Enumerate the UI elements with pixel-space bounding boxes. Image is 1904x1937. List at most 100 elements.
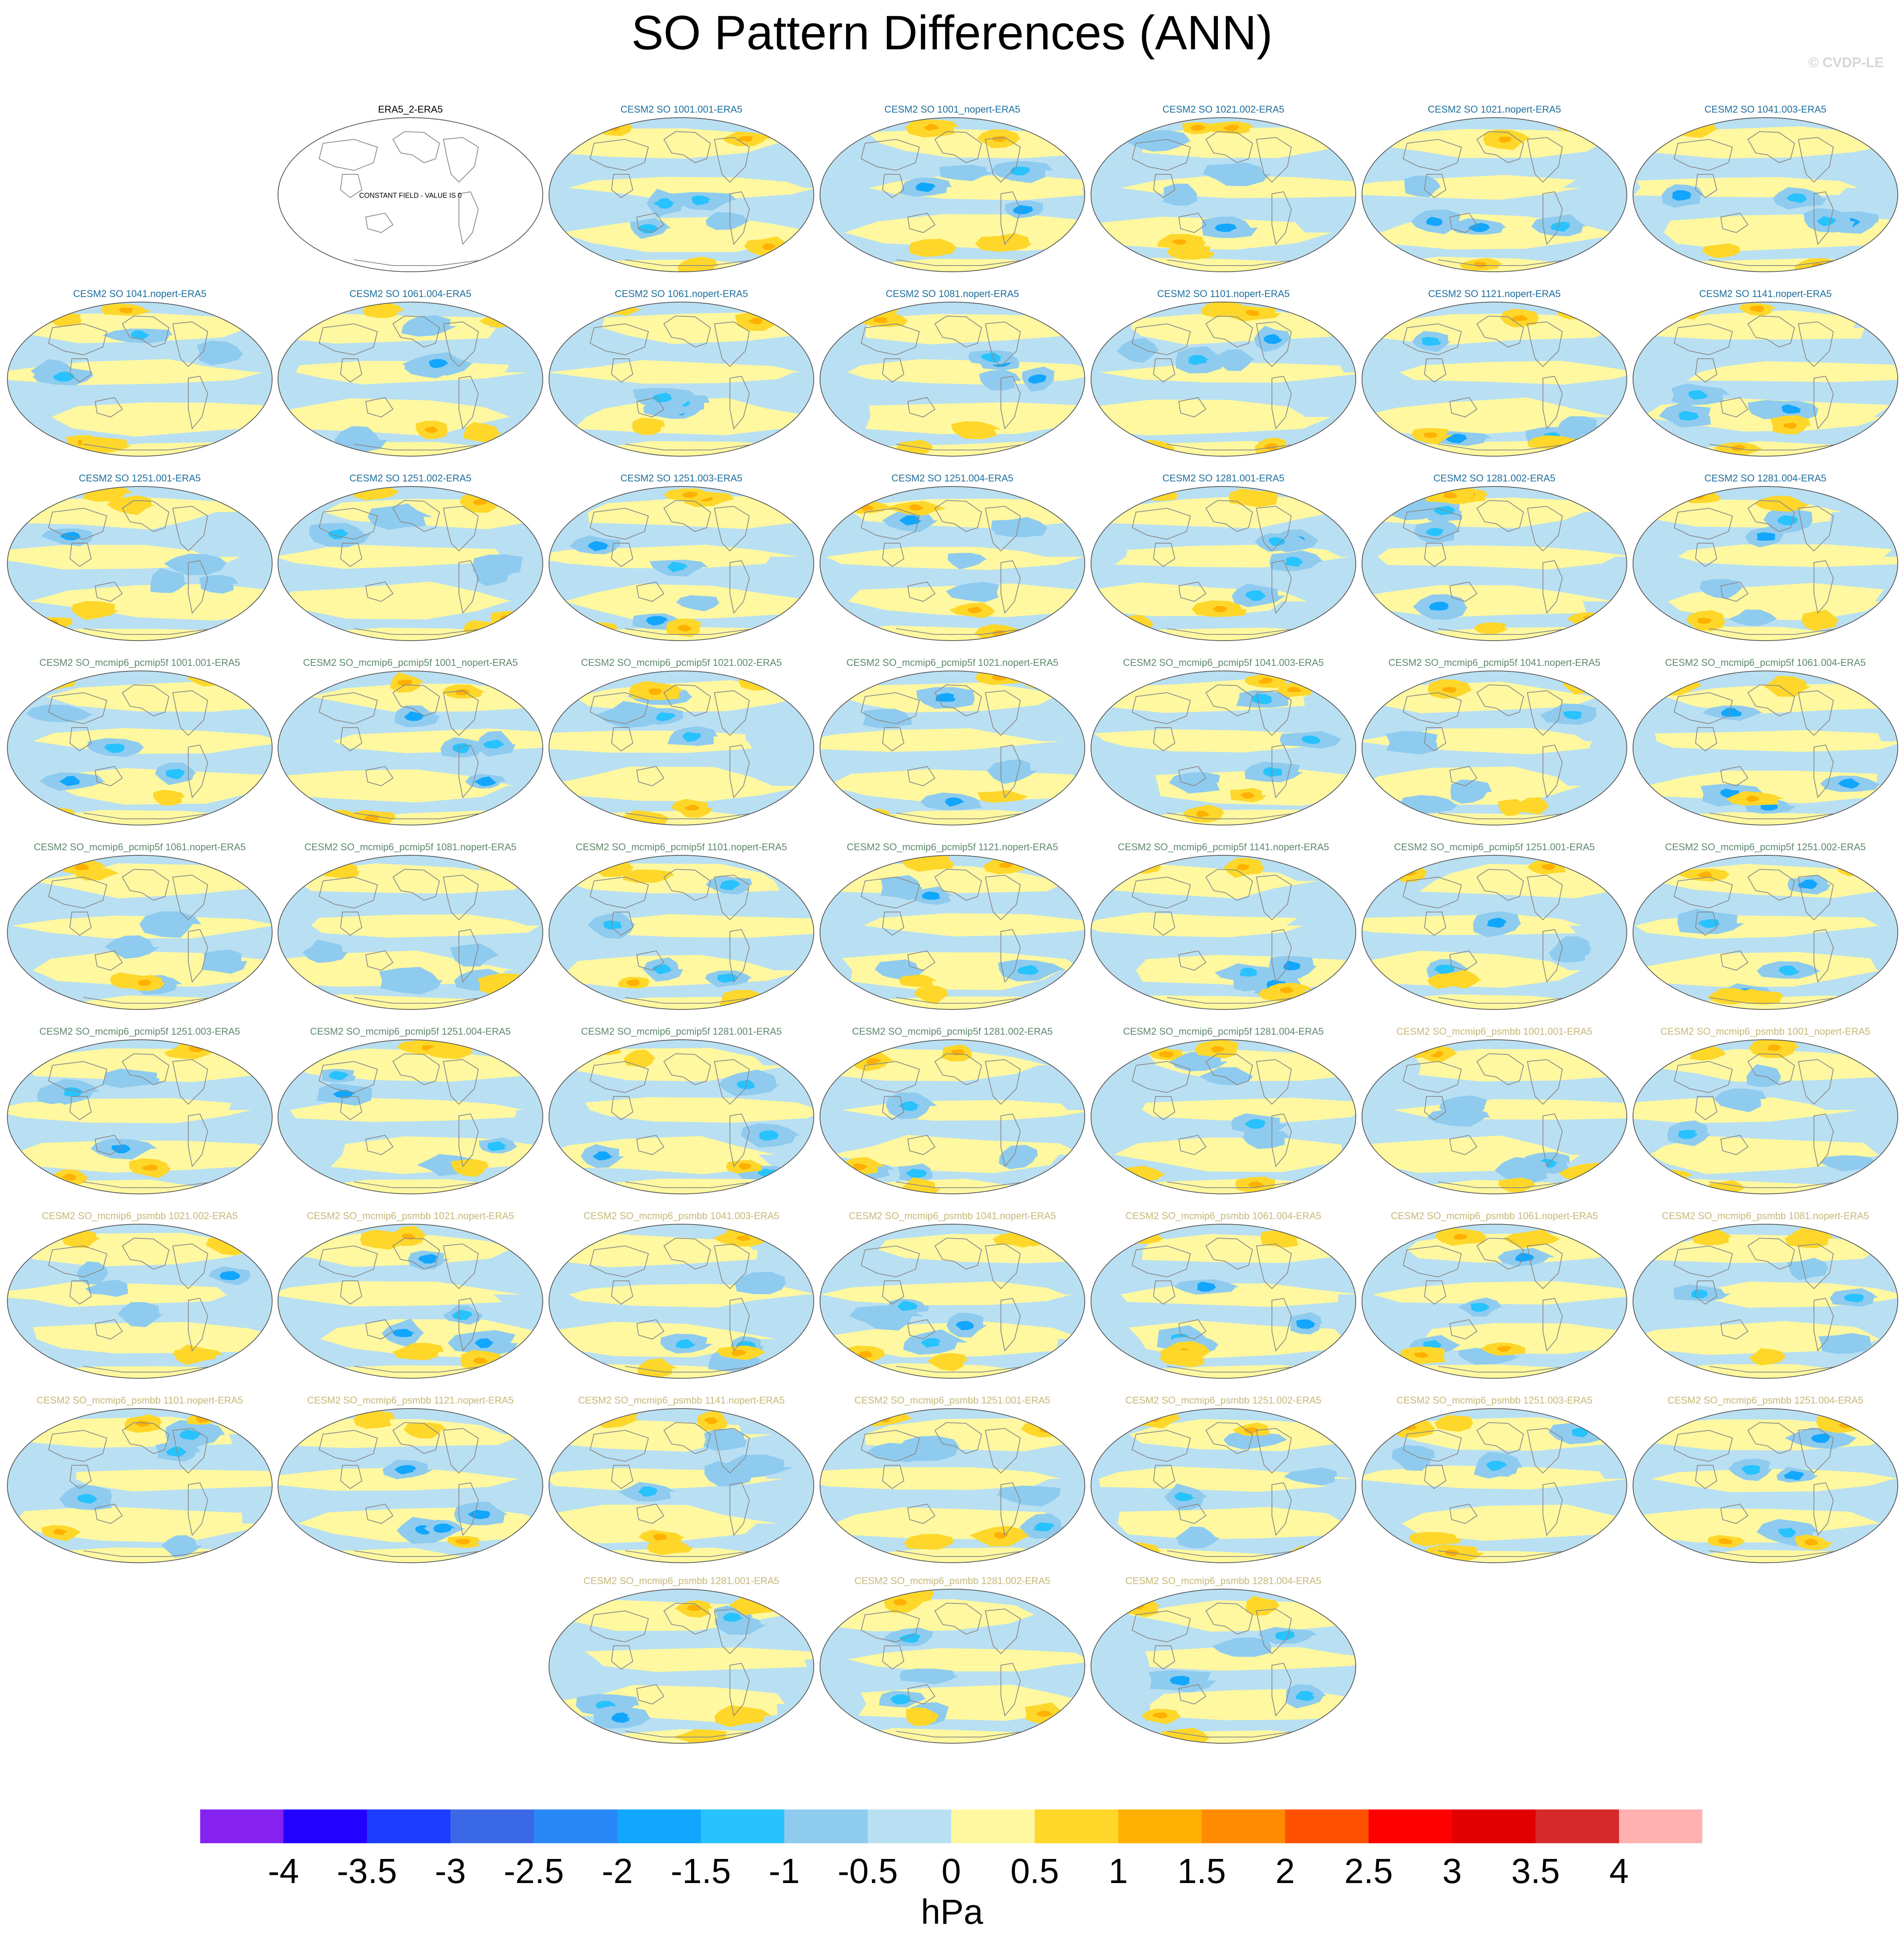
coastline: [69, 1096, 92, 1121]
colorbar-box: [450, 1809, 534, 1843]
coastline: [443, 1243, 479, 1289]
coastline: [1476, 131, 1524, 163]
coastline: [443, 1428, 479, 1474]
positive-anomaly: [575, 444, 617, 456]
negative-anomaly: [1818, 1333, 1873, 1354]
coastline: [1527, 506, 1563, 552]
panel-title: CESM2 SO 1001_nopert-ERA5: [884, 104, 1021, 115]
coastline: [1205, 684, 1253, 717]
coastline: [896, 1550, 1021, 1557]
positive-anomaly: [646, 1539, 693, 1555]
coastline: [340, 1280, 363, 1305]
positive-anomaly: [1498, 1177, 1536, 1192]
coastline: [1476, 869, 1524, 901]
map-panel: CESM2 SO_mcmip6_pcmip5f 1021.002-ERA5: [547, 656, 815, 839]
coastline: [365, 1134, 394, 1155]
coastline: [94, 766, 123, 787]
coastline: [1438, 444, 1563, 450]
colorbar-tick-label: 4: [1609, 1852, 1629, 1891]
coastline: [636, 950, 665, 971]
coastline: [365, 950, 394, 971]
coastline: [69, 1280, 92, 1305]
map-panel: CESM2 SO 1141.nopert-ERA5: [1631, 287, 1899, 470]
positive-anomaly: [425, 1044, 474, 1059]
colorbar-box: [1285, 1809, 1369, 1843]
coastline: [1272, 375, 1292, 430]
panel-title: CESM2 SO_mcmip6_psmbb 1121.nopert-ERA5: [307, 1395, 514, 1406]
map-panel: CESM2 SO 1251.001-ERA5: [6, 472, 274, 654]
coastline: [1205, 1053, 1253, 1086]
map-plot: [1362, 1039, 1627, 1194]
coastline: [1798, 321, 1834, 367]
positive-anomaly: [1763, 676, 1811, 697]
coastline: [1424, 912, 1447, 936]
coastline: [365, 397, 394, 418]
positive-anomaly-core: [142, 1164, 158, 1171]
map-border: [278, 486, 543, 641]
coastline: [1438, 997, 1563, 1004]
negative-anomaly-core: [1239, 968, 1259, 977]
negative-anomaly-core: [474, 1338, 494, 1348]
negative-anomaly: [1714, 1088, 1767, 1112]
negative-anomaly-core: [1778, 966, 1800, 976]
positive-anomaly-core: [1240, 792, 1255, 799]
coastline: [1272, 1482, 1292, 1536]
coastline: [354, 813, 479, 819]
negative-anomaly-core: [656, 712, 676, 721]
coastline: [340, 543, 363, 567]
map-panel: CESM2 SO 1001_nopert-ERA5: [818, 103, 1086, 285]
positive-anomaly-core: [1441, 687, 1456, 693]
colorbar-tick-label: -2: [601, 1852, 633, 1891]
colorbar-units: hPa: [921, 1893, 983, 1932]
coastline: [340, 727, 363, 752]
coastline: [1256, 1059, 1292, 1105]
negative-anomaly-core: [392, 1329, 415, 1337]
coastline: [1178, 766, 1207, 787]
coastline: [1167, 813, 1292, 819]
coastline: [1673, 139, 1733, 171]
negative-anomaly-core: [1838, 778, 1861, 789]
positive-anomaly-core: [1746, 795, 1760, 803]
negative-anomaly: [735, 1272, 786, 1294]
map-border: [1091, 302, 1356, 457]
positive-anomaly: [1557, 302, 1590, 320]
positive-anomaly-core: [53, 1529, 68, 1536]
coastline: [459, 560, 479, 614]
coastline: [188, 375, 208, 430]
map-border: [549, 855, 814, 1010]
positive-anomaly: [450, 1159, 489, 1177]
coastline: [1814, 1298, 1834, 1352]
map-plot: [278, 855, 543, 1010]
coastline: [663, 500, 711, 532]
coastline: [714, 1243, 750, 1289]
positive-anomaly-band: [1114, 1138, 1356, 1172]
coastline: [860, 1610, 920, 1643]
positive-anomaly-band: [829, 1363, 1085, 1378]
coastline: [94, 581, 123, 602]
coastline: [1402, 1430, 1462, 1462]
map-border: [1362, 855, 1627, 1010]
coastline: [1178, 1134, 1207, 1155]
coastline: [48, 692, 108, 724]
panel-title: CESM2 SO_mcmip6_pcmip5f 1251.002-ERA5: [1665, 842, 1866, 853]
negative-anomaly: [719, 1454, 794, 1478]
negative-anomaly-core: [1263, 767, 1283, 777]
panel-title: CESM2 SO_mcmip6_pcmip5f 1021.nopert-ERA5: [846, 657, 1059, 668]
map-plot: [1633, 671, 1898, 825]
map-border: [820, 671, 1085, 825]
coastline: [1673, 507, 1733, 540]
negative-anomaly: [76, 1261, 109, 1285]
coastline: [1543, 191, 1563, 245]
negative-anomaly-core: [1174, 1492, 1195, 1501]
coastline: [907, 397, 936, 418]
negative-anomaly: [196, 340, 243, 366]
positive-anomaly-band: [865, 314, 1085, 344]
positive-anomaly-core: [1279, 987, 1294, 994]
negative-anomaly-core: [759, 1130, 779, 1141]
positive-anomaly-core: [951, 1049, 965, 1055]
negative-anomaly-core: [1487, 917, 1507, 928]
coastline: [611, 1096, 634, 1121]
coastline: [636, 1319, 665, 1340]
negative-anomaly: [450, 943, 500, 967]
coastline: [48, 1430, 108, 1462]
